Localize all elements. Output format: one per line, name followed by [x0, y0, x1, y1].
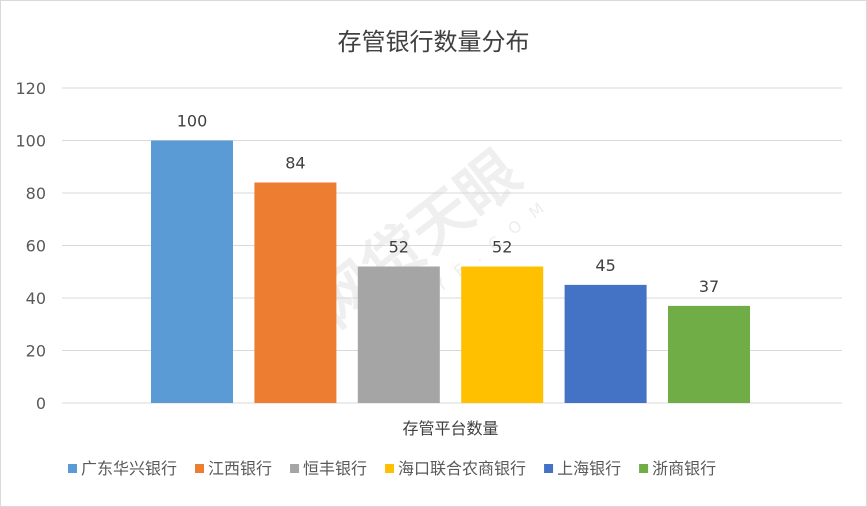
data-label: 37 [699, 277, 719, 296]
bar [151, 140, 233, 403]
y-tick-label: 20 [26, 342, 46, 361]
legend-swatch [290, 464, 300, 473]
y-tick-label: 60 [26, 237, 46, 256]
legend-entry: 浙商银行 [652, 459, 716, 478]
data-label: 100 [177, 112, 208, 131]
legend-entry: 恒丰银行 [303, 459, 367, 478]
legend-entry: 广东华兴银行 [81, 459, 177, 478]
y-tick-label: 0 [36, 394, 46, 413]
legend-swatch [195, 464, 205, 473]
legend-entry: 海口联合农商银行 [398, 459, 526, 478]
data-label: 52 [492, 238, 512, 257]
data-label: 84 [285, 154, 305, 173]
legend: 广东华兴银行 江西银行 恒丰银行 海口联合农商银行 上海银行 浙商银行 [68, 459, 716, 478]
y-tick-label: 100 [15, 132, 46, 151]
legend-swatch [68, 464, 77, 473]
y-axis: 0 20 40 60 80 100 120 [15, 79, 46, 413]
chart-title: 存管银行数量分布 [337, 28, 530, 56]
y-tick-label: 120 [15, 79, 46, 98]
bar [254, 182, 337, 403]
data-labels: 100 84 52 52 45 37 [177, 112, 719, 296]
data-label: 45 [595, 256, 615, 275]
legend-entry: 上海银行 [557, 459, 621, 478]
bar [357, 266, 440, 403]
bar [461, 266, 544, 403]
legend-swatch [385, 464, 395, 473]
bar [668, 305, 750, 403]
data-label: 52 [389, 238, 409, 257]
legend-swatch [544, 464, 554, 473]
legend-entry: 江西银行 [208, 459, 272, 478]
bar [564, 284, 647, 403]
legend-swatch [639, 464, 649, 473]
bars [151, 140, 750, 403]
y-tick-label: 80 [26, 184, 46, 203]
y-tick-label: 40 [26, 289, 46, 308]
x-category-label: 存管平台数量 [402, 419, 498, 438]
